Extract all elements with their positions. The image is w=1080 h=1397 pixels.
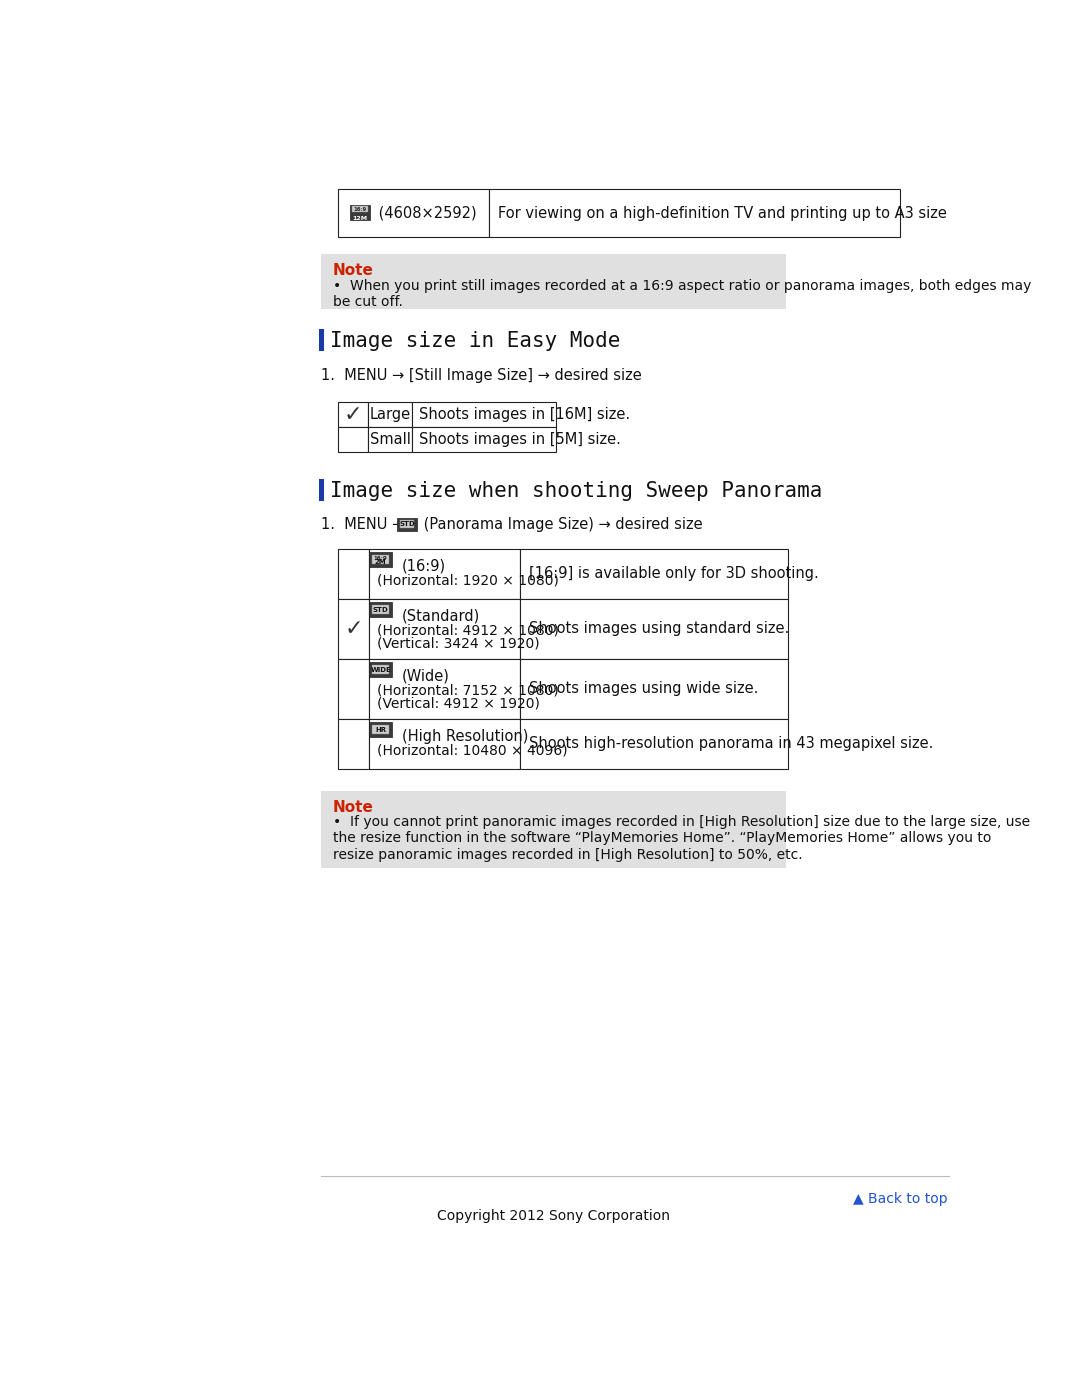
Bar	[367, 427, 413, 451]
Bar	[338, 659, 369, 719]
Text: (Standard): (Standard)	[402, 609, 480, 624]
Bar	[413, 427, 556, 451]
Text: (Horizontal: 10480 × 4096): (Horizontal: 10480 × 4096)	[377, 743, 567, 757]
Text: Note: Note	[333, 800, 374, 814]
Text: (Wide): (Wide)	[402, 669, 449, 685]
Text: Shoots high-resolution panorama in 43 megapixel size.: Shoots high-resolution panorama in 43 me…	[529, 736, 934, 752]
Bar	[352, 207, 367, 212]
Bar	[521, 599, 787, 659]
Text: (Vertical: 4912 × 1920): (Vertical: 4912 × 1920)	[377, 697, 540, 711]
Bar	[373, 605, 389, 615]
Bar	[400, 520, 414, 528]
Bar	[338, 189, 489, 237]
Bar	[369, 549, 521, 599]
Text: STD: STD	[400, 521, 415, 527]
Bar	[350, 204, 369, 219]
Bar	[338, 402, 367, 427]
Text: Image size in Easy Mode: Image size in Easy Mode	[330, 331, 621, 351]
Text: Copyright 2012 Sony Corporation: Copyright 2012 Sony Corporation	[437, 1208, 670, 1222]
Text: Shoots images in [5M] size.: Shoots images in [5M] size.	[419, 432, 621, 447]
Text: •  When you print still images recorded at a 16:9 aspect ratio or panorama image: • When you print still images recorded a…	[333, 278, 1031, 309]
Bar	[369, 599, 521, 659]
Bar	[369, 602, 392, 617]
Text: 2M: 2M	[375, 559, 387, 564]
Bar	[367, 402, 413, 427]
Text: (Vertical: 3424 × 1920): (Vertical: 3424 × 1920)	[377, 637, 539, 651]
Text: Shoots images using wide size.: Shoots images using wide size.	[529, 682, 759, 697]
Text: (Horizontal: 1920 × 1080): (Horizontal: 1920 × 1080)	[377, 573, 558, 587]
Bar	[321, 254, 786, 309]
Bar	[369, 659, 521, 719]
Text: 1.  MENU → [Still Image Size] → desired size: 1. MENU → [Still Image Size] → desired s…	[321, 367, 642, 383]
Bar	[320, 330, 324, 351]
Text: Small: Small	[369, 432, 410, 447]
Text: (16:9): (16:9)	[402, 559, 446, 574]
Text: (4608×2592): (4608×2592)	[374, 205, 476, 221]
Bar	[338, 719, 369, 768]
Text: WIDE: WIDE	[370, 666, 391, 673]
Text: Large: Large	[369, 408, 410, 422]
Text: (Horizontal: 7152 × 1080): (Horizontal: 7152 × 1080)	[377, 683, 558, 697]
Text: Note: Note	[333, 263, 374, 278]
Bar	[373, 725, 389, 735]
Bar	[320, 479, 324, 502]
Bar	[521, 719, 787, 768]
Text: 16:9: 16:9	[374, 556, 388, 560]
Bar	[369, 719, 521, 768]
Bar	[321, 791, 786, 868]
Text: Image size when shooting Sweep Panorama: Image size when shooting Sweep Panorama	[330, 481, 823, 502]
Text: 12M: 12M	[352, 217, 367, 221]
Bar	[338, 599, 369, 659]
Bar	[369, 722, 392, 738]
Text: For viewing on a high-definition TV and printing up to A3 size: For viewing on a high-definition TV and …	[499, 205, 947, 221]
Bar	[521, 659, 787, 719]
Bar	[373, 555, 389, 564]
Bar	[413, 402, 556, 427]
Bar	[369, 662, 392, 678]
Bar	[489, 189, 900, 237]
Text: •  If you cannot print panoramic images recorded in [High Resolution] size due t: • If you cannot print panoramic images r…	[333, 816, 1029, 862]
Bar	[397, 518, 417, 531]
Text: (Panorama Image Size) → desired size: (Panorama Image Size) → desired size	[419, 517, 703, 532]
Text: (Horizontal: 4912 × 1080): (Horizontal: 4912 × 1080)	[377, 623, 558, 637]
Text: ✓: ✓	[343, 405, 362, 425]
Bar	[338, 427, 367, 451]
Bar	[369, 552, 392, 567]
Text: Shoots images using standard size.: Shoots images using standard size.	[529, 622, 789, 637]
Text: HR: HR	[375, 726, 387, 733]
Text: Shoots images in [16M] size.: Shoots images in [16M] size.	[419, 408, 630, 422]
Text: ✓: ✓	[345, 619, 363, 638]
Bar	[521, 549, 787, 599]
Text: [16:9] is available only for 3D shooting.: [16:9] is available only for 3D shooting…	[529, 566, 820, 581]
Text: ▲ Back to top: ▲ Back to top	[852, 1192, 947, 1206]
Bar	[373, 665, 389, 675]
Text: (High Resolution): (High Resolution)	[402, 729, 528, 745]
Text: STD: STD	[373, 606, 389, 613]
Bar	[338, 549, 369, 599]
Text: 16:9: 16:9	[353, 207, 366, 212]
Text: 1.  MENU →: 1. MENU →	[321, 517, 409, 532]
